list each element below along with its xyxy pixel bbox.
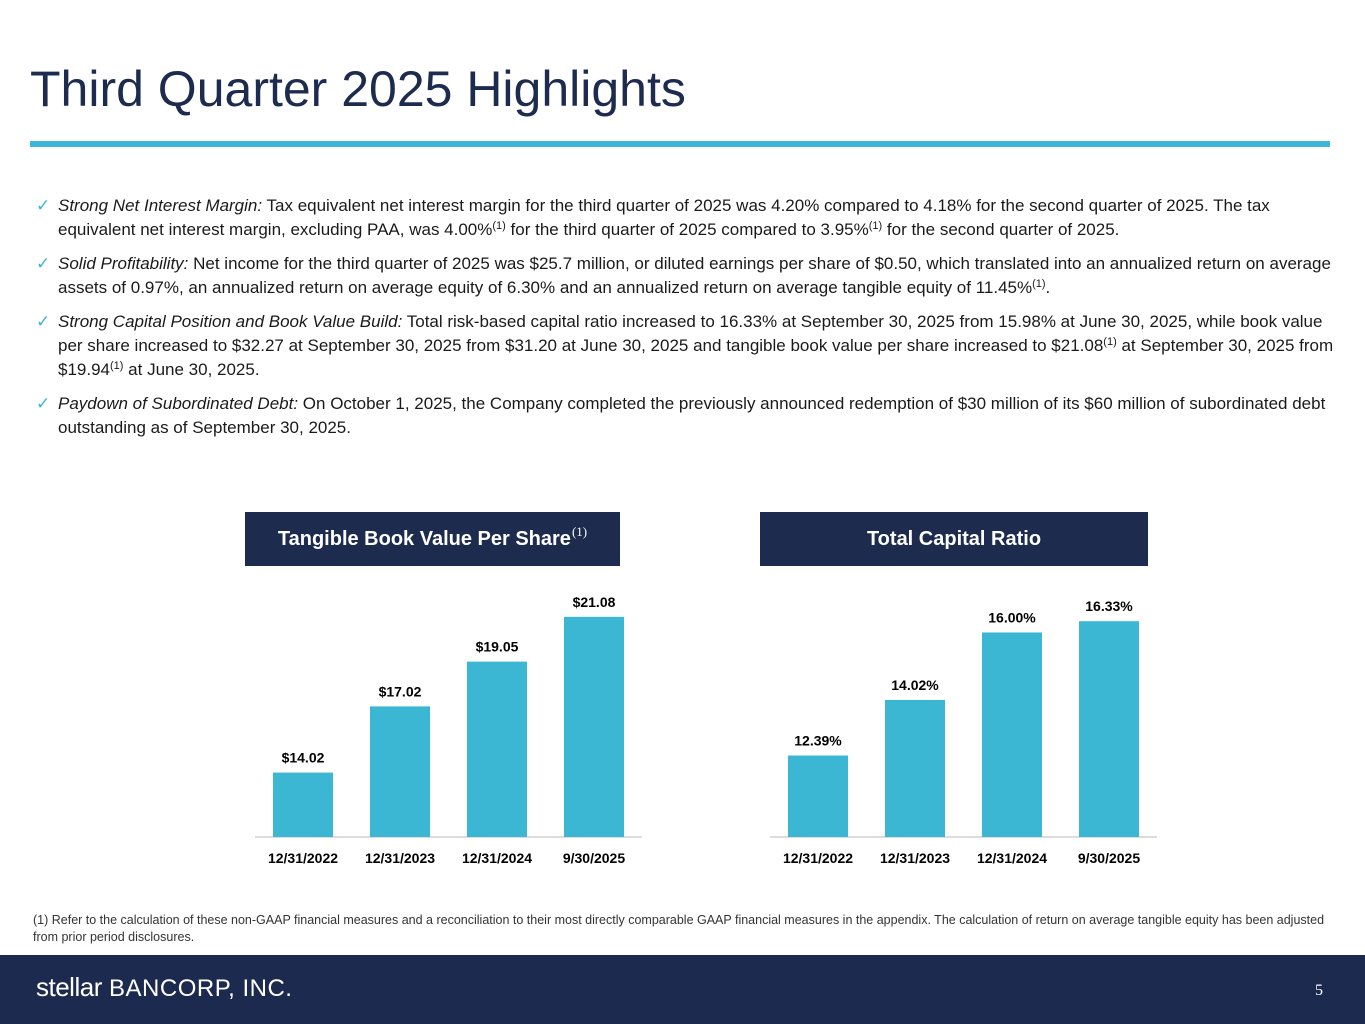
company-logo: stellar BANCORP, INC.: [36, 972, 293, 1002]
bar: [1079, 621, 1139, 837]
highlight-text: Total risk-based capital ratio increased…: [58, 312, 1323, 355]
check-icon: ✓: [36, 196, 51, 215]
highlight-text: for the third quarter of 2025 compared t…: [505, 220, 869, 239]
data-label: 14.02%: [891, 677, 939, 693]
bar: [273, 772, 333, 837]
capital-ratio-chart: 12.39% 12/31/2022 14.02% 12/31/2023 16.00% 12…: [770, 598, 1157, 866]
page-number: 5: [1315, 982, 1323, 999]
highlight-item: ✓ Paydown of Subordinated Debt: On Octobe…: [36, 392, 1346, 440]
x-tick-label: 12/31/2023: [365, 850, 435, 866]
highlight-item: ✓ Strong Net Interest Margin: Tax equival…: [36, 194, 1346, 242]
highlight-lead: Paydown of Subordinated Debt:: [58, 394, 299, 413]
footnote-ref: (1): [110, 360, 124, 372]
bar: [788, 755, 848, 837]
highlight-text: On October 1, 2025, the Company complete…: [58, 394, 1326, 437]
x-tick-label: 12/31/2022: [268, 850, 338, 866]
data-label: 12.39%: [794, 733, 842, 749]
x-tick-label: 12/31/2024: [462, 850, 532, 866]
chart-header-tbvps: Tangible Book Value Per Share (1): [245, 512, 620, 566]
highlights-list: ✓ Strong Net Interest Margin: Tax equival…: [36, 194, 1346, 450]
highlight-lead: Solid Profitability:: [58, 254, 189, 273]
highlight-text: at September 30, 2025 from $19.94: [58, 336, 1334, 379]
highlight-text: .: [1045, 278, 1051, 297]
page-title: Third Quarter 2025 Highlights: [30, 61, 686, 117]
x-tick-label: 12/31/2022: [783, 850, 853, 866]
highlight-text: Net income for the third quarter of 2025…: [58, 254, 1331, 297]
bar: [564, 616, 624, 837]
data-label: $19.05: [476, 639, 519, 655]
x-tick-label: 12/31/2023: [880, 850, 950, 866]
footnote-ref: (1): [1032, 278, 1046, 290]
bar: [467, 661, 527, 837]
check-icon: ✓: [36, 394, 51, 413]
footnote-ref: (1): [1103, 336, 1117, 348]
chart-title: Tangible Book Value Per Share: [277, 527, 571, 550]
highlight-lead: Strong Net Interest Margin:: [58, 196, 263, 215]
highlight-text: at June 30, 2025.: [123, 360, 260, 379]
bar: [982, 632, 1042, 837]
bar: [885, 699, 945, 837]
tbvps-chart: $14.02 12/31/2022 $17.02 12/31/2023 $19.05 12…: [255, 594, 642, 866]
check-icon: ✓: [36, 254, 51, 273]
x-tick-label: 12/31/2024: [977, 850, 1047, 866]
data-label: $17.02: [379, 683, 422, 699]
highlight-text: for the second quarter of 2025.: [882, 220, 1120, 239]
highlight-text: Tax equivalent net interest margin for t…: [58, 196, 1270, 239]
chart-header-capital: Total Capital Ratio: [760, 512, 1148, 566]
title-divider: [30, 141, 1330, 147]
data-label: 16.33%: [1085, 598, 1133, 614]
chart-title: Total Capital Ratio: [866, 527, 1042, 550]
data-label: $21.08: [573, 594, 616, 610]
highlight-item: ✓ Solid Profitability: Net income for the…: [36, 252, 1346, 300]
data-label: 16.00%: [988, 609, 1036, 625]
footer-bar: stellar BANCORP, INC. 5: [0, 955, 1365, 1024]
check-icon: ✓: [36, 312, 51, 331]
highlight-lead: Strong Capital Position and Book Value B…: [58, 312, 403, 331]
chart-title-footnote: (1): [571, 523, 588, 539]
x-tick-label: 9/30/2025: [563, 850, 625, 866]
footnote-ref: (1): [492, 220, 506, 232]
x-tick-label: 9/30/2025: [1078, 850, 1140, 866]
footnote-ref: (1): [868, 220, 883, 232]
data-label: $14.02: [282, 750, 325, 766]
highlight-item: ✓ Strong Capital Position and Book Value …: [36, 310, 1346, 382]
bar: [370, 706, 430, 837]
footnote: (1) Refer to the calculation of these no…: [33, 913, 1325, 944]
